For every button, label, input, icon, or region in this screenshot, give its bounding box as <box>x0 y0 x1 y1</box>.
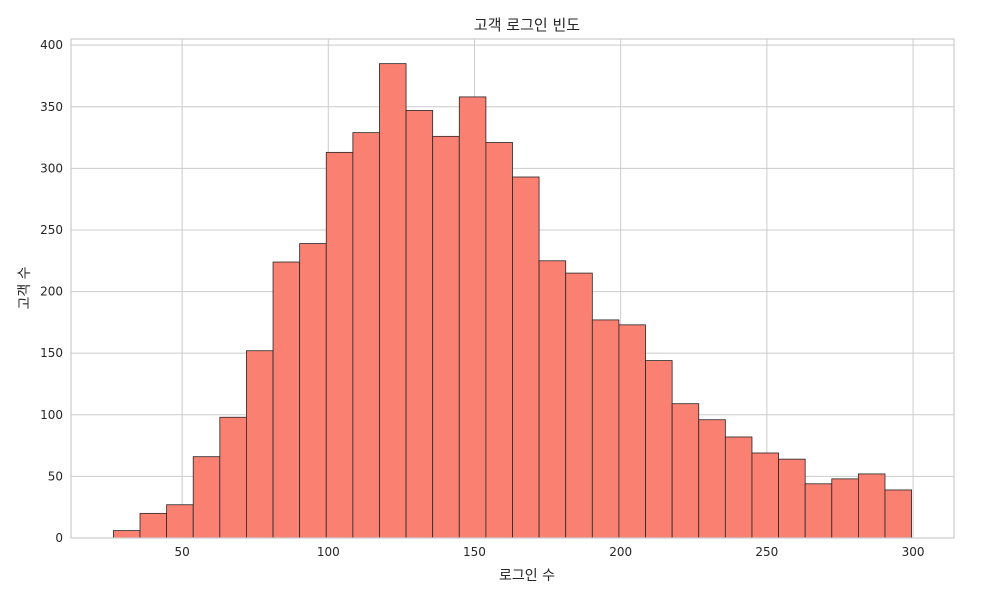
x-tick-label: 250 <box>755 545 778 559</box>
histogram-bar <box>379 63 407 539</box>
y-tick-label: 200 <box>40 285 63 299</box>
histogram-bar <box>246 350 274 539</box>
x-tick-label: 150 <box>463 545 486 559</box>
histogram-bar <box>804 483 833 539</box>
histogram-bar <box>512 176 540 539</box>
histogram-bars <box>112 63 913 539</box>
x-tick-label: 50 <box>174 545 189 559</box>
y-tick-label: 50 <box>48 469 63 483</box>
histogram-bar <box>405 110 434 539</box>
histogram-bar <box>857 473 886 539</box>
histogram-bar <box>432 135 460 539</box>
histogram-bar <box>671 403 700 539</box>
x-tick-label: 100 <box>317 545 340 559</box>
histogram-bar <box>458 96 487 539</box>
x-tick-label: 300 <box>902 545 925 559</box>
histogram-bar <box>778 458 806 539</box>
plot-frame <box>70 38 955 539</box>
x-axis-ticks: 50 100 150 200 250 300 <box>174 545 924 559</box>
y-axis-label: 고객 수 <box>17 266 33 309</box>
histogram-bar <box>831 478 859 539</box>
x-axis-label: 로그인 수 <box>499 568 555 584</box>
histogram-bar <box>485 142 513 539</box>
y-tick-label: 150 <box>40 346 63 360</box>
histogram-bar <box>645 360 673 539</box>
chart-title: 고객 로그인 빈도 <box>474 16 580 34</box>
y-axis-ticks: 0 50 100 150 200 250 300 350 400 <box>40 38 63 545</box>
histogram-bar <box>352 132 380 539</box>
y-tick-label: 250 <box>40 223 63 237</box>
histogram-bar <box>325 151 354 539</box>
histogram-bar <box>139 512 168 539</box>
histogram-bar <box>219 416 247 539</box>
histogram-bar <box>724 436 753 539</box>
histogram-bar <box>192 456 221 539</box>
histogram-bar <box>884 489 913 539</box>
y-tick-label: 400 <box>40 38 63 52</box>
histogram-bar <box>591 319 620 539</box>
histogram-bar <box>698 419 726 539</box>
x-tick-label: 200 <box>609 545 632 559</box>
y-tick-label: 0 <box>55 531 63 545</box>
y-tick-label: 300 <box>40 161 63 175</box>
histogram-bar <box>751 452 779 539</box>
y-tick-label: 350 <box>40 100 63 114</box>
histogram-bar <box>565 272 593 539</box>
histogram-bar <box>166 504 194 539</box>
histogram-bar <box>618 324 646 539</box>
histogram-bar <box>112 530 141 539</box>
y-tick-label: 100 <box>40 408 63 422</box>
histogram-bar <box>272 261 301 539</box>
histogram-bar <box>299 243 327 539</box>
histogram-bar <box>538 260 567 539</box>
